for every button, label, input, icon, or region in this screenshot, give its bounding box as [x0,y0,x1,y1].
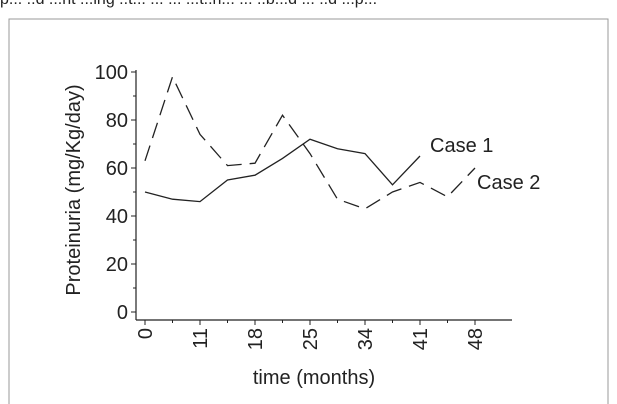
y-tick-label: 100 [95,62,128,84]
figure-border [8,18,609,404]
case-1-label: Case 1 [430,135,493,157]
x-tick-label: 0 [135,328,157,339]
x-tick-label: 18 [245,328,267,350]
case-2-line [144,75,476,210]
y-tick-label: 0 [117,302,128,324]
y-axis-label: Proteinuria (mg/Kg/day) [63,84,85,295]
chart-series [144,75,476,210]
x-axis-label: time (months) [253,367,375,389]
case-1-line [144,138,421,203]
x-tick-label: 41 [410,328,432,350]
x-tick-label: 48 [465,328,487,350]
y-tick-label: 20 [106,254,128,276]
y-tick-label: 60 [106,158,128,180]
y-tick-label: 40 [106,206,128,228]
chart-ticks: 0 20 40 60 80 100 0 11 18 25 34 41 48 [95,62,487,350]
x-tick-label: 11 [190,328,212,349]
chart-labels: Case 1 Case 2 time (months) Proteinuria (mg… [63,84,540,389]
case-2-label: Case 2 [477,172,540,194]
caption-fragment: p... ..d ...nt ...ing ..t... ... ... ...… [0,0,377,9]
y-tick-label: 80 [106,110,128,132]
x-tick-label: 25 [300,328,322,350]
chart-axes [135,70,512,321]
x-tick-label: 34 [355,328,377,350]
